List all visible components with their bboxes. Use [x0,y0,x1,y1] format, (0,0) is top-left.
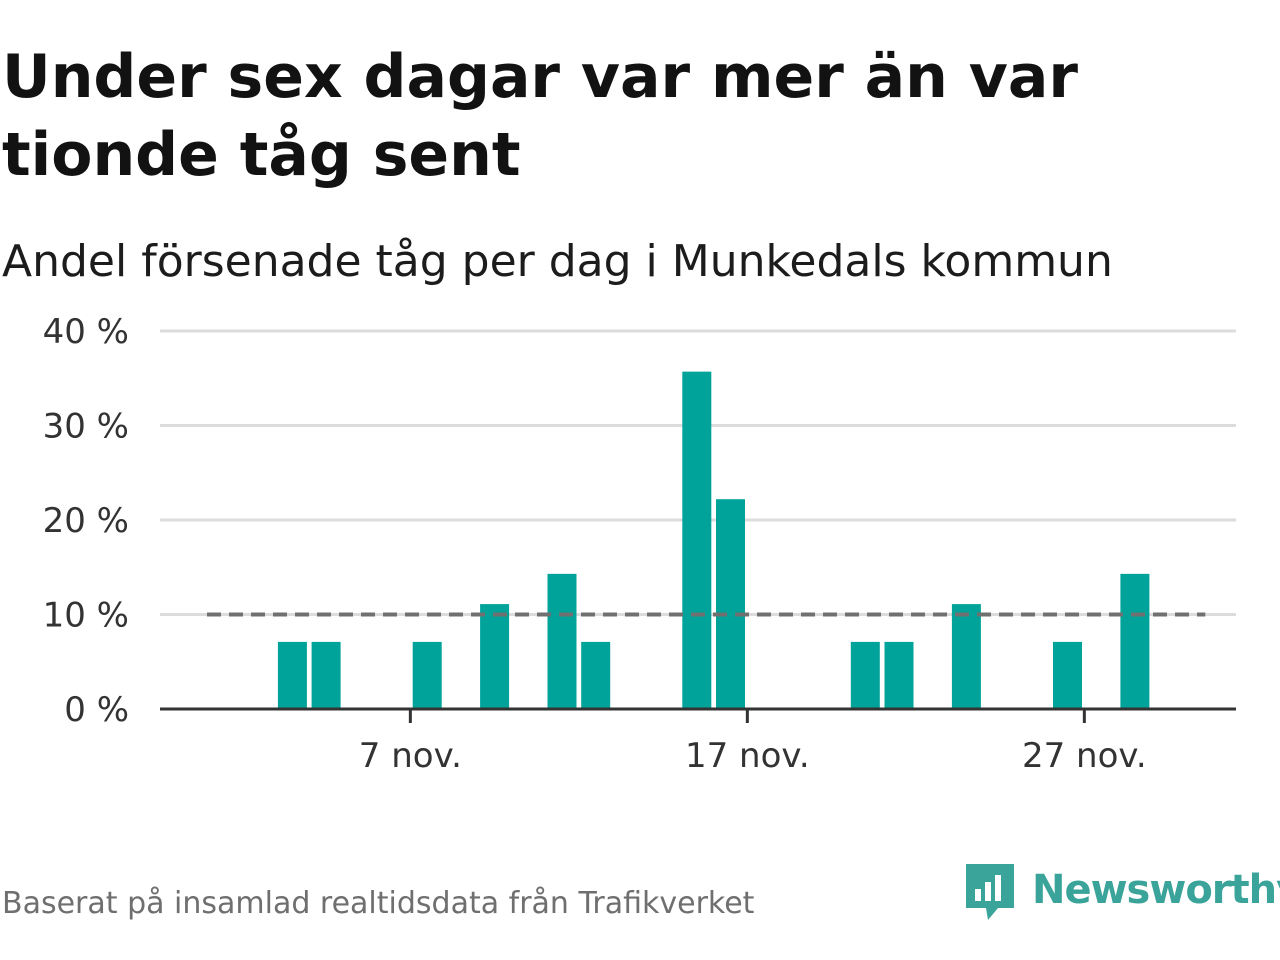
bar [884,641,914,709]
bar [480,604,510,709]
y-tick-label: 30 % [43,407,129,447]
x-axis: 7 nov. 17 nov. 27 nov. [160,707,1236,776]
bar-chart: 0 % 10 % 20 % 30 % 40 % 7 nov. 17 nov. 27 nov. [43,312,1236,776]
source-caption: Baserat på insamlad realtidsdata från Tr… [2,886,755,921]
y-tick-label: 0 % [64,690,129,730]
bar [412,641,442,709]
bar [951,604,981,709]
bars [277,371,1150,709]
x-tick-label: 7 nov. [359,736,462,776]
bar [277,641,307,709]
bar [547,573,577,709]
bar [682,371,712,709]
newsworthy-logo: Newsworthy [964,862,1280,924]
bar [850,641,880,709]
bar [1053,641,1082,709]
x-tick-label: 17 nov. [685,736,810,776]
newsworthy-logo-text: Newsworthy [1032,867,1280,913]
bar [1120,573,1150,709]
x-tick-label: 27 nov. [1022,736,1147,776]
bar [581,641,611,709]
y-axis-tick-labels: 0 % 10 % 20 % 30 % 40 % [43,312,129,730]
newsworthy-logo-icon [966,864,1014,920]
y-tick-label: 20 % [43,501,129,541]
bar [716,499,745,709]
bar [311,641,341,709]
y-tick-label: 10 % [43,596,129,636]
chart-subtitle: Andel försenade tåg per dag i Munkedals … [2,236,1113,287]
y-tick-label: 40 % [43,312,129,352]
chart-title: Under sex dagar var mer än var tionde tå… [2,42,1078,190]
